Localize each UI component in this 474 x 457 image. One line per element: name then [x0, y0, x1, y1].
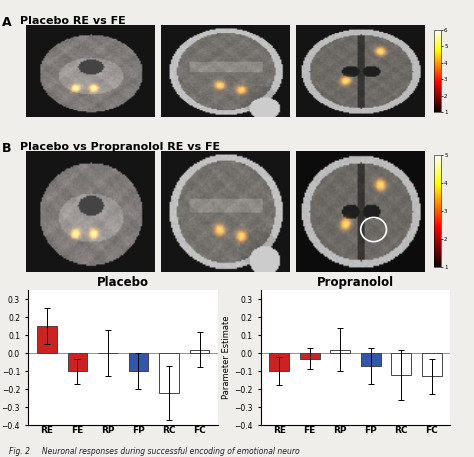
Text: Placebo RE vs FE: Placebo RE vs FE — [20, 16, 126, 26]
Bar — [392, 353, 411, 375]
Text: B: B — [2, 142, 12, 154]
Bar — [68, 353, 87, 371]
Text: A: A — [2, 16, 12, 29]
Text: Fig. 2     Neuronal responses during successful encoding of emotional neuro: Fig. 2 Neuronal responses during success… — [9, 447, 300, 456]
Bar — [190, 350, 210, 353]
Bar — [159, 353, 179, 393]
Bar — [330, 350, 350, 353]
Bar — [269, 353, 289, 371]
Bar — [37, 326, 57, 353]
Bar — [422, 353, 442, 377]
Title: Propranolol: Propranolol — [317, 276, 394, 289]
Text: Placebo vs Propranolol RE vs FE: Placebo vs Propranolol RE vs FE — [20, 142, 220, 152]
Bar — [128, 353, 148, 371]
Bar — [300, 353, 319, 358]
Y-axis label: Parameter Estimate: Parameter Estimate — [222, 316, 231, 399]
Bar — [361, 353, 381, 366]
Title: Placebo: Placebo — [97, 276, 149, 289]
